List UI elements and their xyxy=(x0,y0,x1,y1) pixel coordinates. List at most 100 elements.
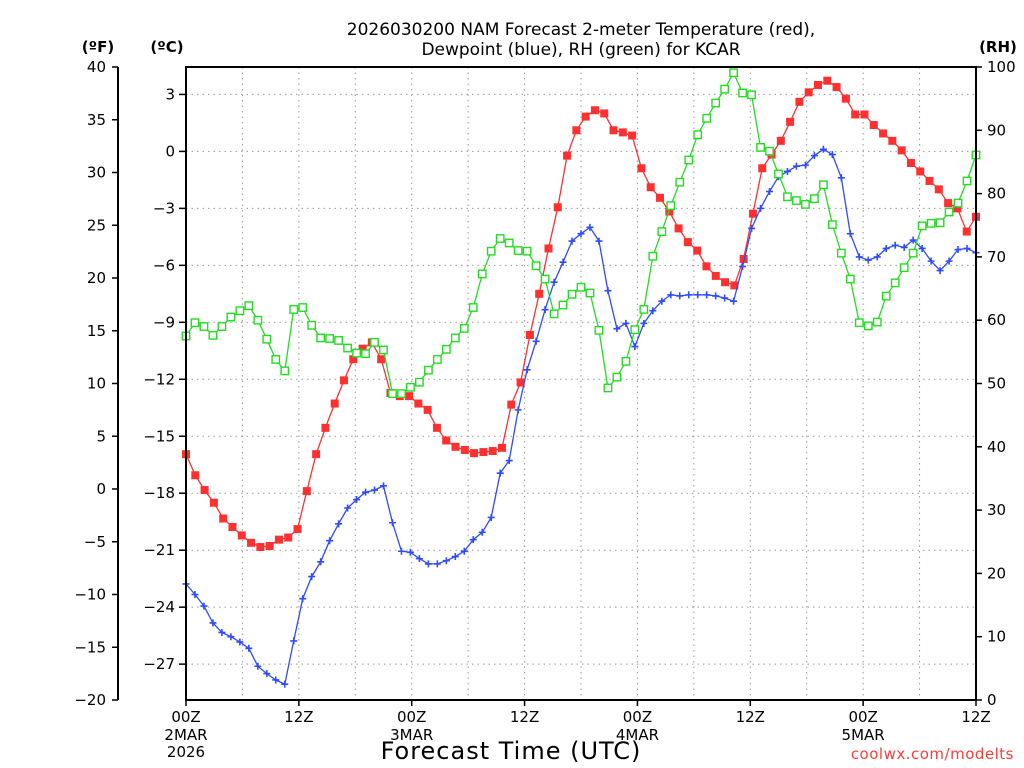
dewpoint-point xyxy=(326,537,334,545)
temperature-point xyxy=(860,110,869,119)
dewpoint-point xyxy=(568,237,576,245)
rh-unit-label: (RH) xyxy=(979,38,1017,56)
rh-point xyxy=(307,320,317,330)
x-tick-label: 00Z xyxy=(848,708,877,726)
dewpoint-point xyxy=(667,291,675,299)
temperature-point xyxy=(962,227,971,236)
temperature-point xyxy=(869,121,878,130)
temperature-point xyxy=(730,281,739,290)
temperature-point xyxy=(256,543,265,552)
temperature-point xyxy=(377,355,386,364)
x-tick-label: 12Z xyxy=(510,708,539,726)
dewpoint-point xyxy=(442,557,450,565)
temperature-point xyxy=(432,423,441,432)
x-date-label: 5MAR xyxy=(842,726,885,744)
temperature-point xyxy=(572,126,581,135)
dewpoint-point xyxy=(640,319,648,327)
rh-point xyxy=(397,389,406,399)
temperature-point xyxy=(293,525,302,534)
dewpoint-point xyxy=(523,366,531,374)
dewpoint-point xyxy=(936,267,944,275)
dewpoint-point xyxy=(748,224,756,232)
rh-tick-label: 0 xyxy=(987,691,997,709)
fahrenheit-tick-label: −10 xyxy=(74,586,106,604)
dewpoint-point xyxy=(415,555,423,563)
temperature-point xyxy=(609,126,618,135)
temperature-point xyxy=(702,262,711,271)
credit-label: coolwx.com/modelts xyxy=(851,745,1014,763)
dewpoint-point xyxy=(380,482,387,490)
rh-point xyxy=(684,155,694,165)
temperature-point xyxy=(581,112,590,121)
rh-point xyxy=(468,303,478,312)
dewpoint-point xyxy=(263,670,271,678)
celsius-tick-label: −27 xyxy=(143,655,175,673)
dewpoint-point xyxy=(388,519,396,527)
rh-point xyxy=(774,169,783,179)
dewpoint-point xyxy=(487,513,495,521)
rh-point xyxy=(379,345,388,355)
fahrenheit-tick-label: 30 xyxy=(87,164,106,182)
rh-point xyxy=(235,306,245,316)
dewpoint-point xyxy=(649,307,657,315)
temperature-point xyxy=(683,238,692,247)
dewpoint-point xyxy=(622,319,630,327)
fahrenheit-tick-label: 5 xyxy=(96,427,106,445)
dewpoint-point xyxy=(514,406,522,414)
dewpoint-point xyxy=(272,676,280,684)
rh-point xyxy=(810,194,819,204)
rh-point xyxy=(549,309,559,319)
fahrenheit-tick-label: −15 xyxy=(74,638,106,656)
temperature-point xyxy=(516,378,525,387)
dewpoint-point xyxy=(227,633,235,641)
rh-point xyxy=(226,312,236,322)
dewpoint-point xyxy=(218,628,226,636)
dewpoint-point xyxy=(631,343,639,351)
rh-point xyxy=(540,274,550,284)
temperature-point xyxy=(906,159,915,168)
rh-tick-label: 60 xyxy=(987,311,1006,329)
dewpoint-point xyxy=(335,520,343,528)
temperature-point xyxy=(553,203,562,212)
rh-point xyxy=(783,192,792,202)
rh-point xyxy=(827,220,837,230)
rh-point xyxy=(199,322,209,331)
temperature-point xyxy=(340,376,348,385)
x-axis-label: Forecast Time (UTC) xyxy=(381,737,642,765)
rh-tick-label: 10 xyxy=(987,628,1006,646)
celsius-tick-label: −3 xyxy=(153,199,175,217)
temperature-point xyxy=(823,76,832,85)
x-tick-label: 00Z xyxy=(623,708,652,726)
temperature-point xyxy=(637,164,646,173)
rh-point xyxy=(801,199,810,209)
x-year-label: 2026 xyxy=(167,743,205,761)
fahrenheit-tick-label: −20 xyxy=(74,691,106,709)
temperature-point xyxy=(841,94,850,103)
grid-lines xyxy=(186,67,976,700)
dewpoint-point xyxy=(927,257,935,265)
dewpoint-point xyxy=(963,244,971,252)
temperature-point xyxy=(228,522,237,531)
temperature-point xyxy=(274,535,283,544)
rh-point xyxy=(720,84,730,94)
fahrenheit-tick-label: 0 xyxy=(96,480,106,498)
rh-point xyxy=(477,269,487,279)
rh-tick-label: 100 xyxy=(987,58,1016,76)
dewpoint-point xyxy=(855,253,863,261)
rh-point xyxy=(729,68,739,78)
dewpoint-point xyxy=(344,504,352,512)
dewpoint-point xyxy=(613,325,621,333)
rh-point xyxy=(962,176,972,186)
x-date-label: 4MAR xyxy=(616,726,659,744)
temperature-point xyxy=(776,136,785,145)
dewpoint-point xyxy=(541,306,549,314)
temperature-point xyxy=(628,131,637,140)
rh-point xyxy=(262,334,272,344)
y-axes: 4035302520151050−5−10−15−2030−3−6−9−12−1… xyxy=(74,58,1015,709)
dewpoint-point xyxy=(496,469,504,477)
dewpoint-point xyxy=(846,230,854,238)
temperature-point xyxy=(563,151,572,160)
temperature-point xyxy=(209,498,218,507)
dewpoint-point xyxy=(362,488,370,496)
temperature-point xyxy=(795,97,804,106)
